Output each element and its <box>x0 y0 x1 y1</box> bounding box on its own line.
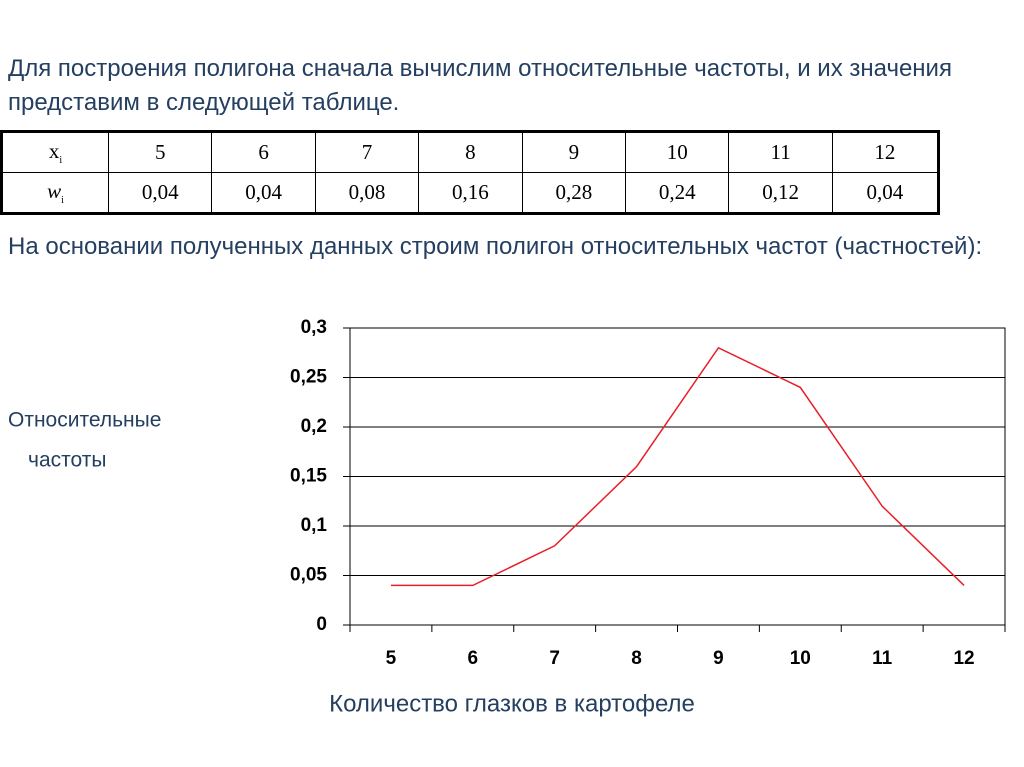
x-axis-label: Количество глазков в картофеле <box>329 690 695 717</box>
y-axis-label: Относительные <box>8 409 161 432</box>
symbol: w <box>47 178 62 203</box>
row-header: wi <box>1 172 109 214</box>
symbol: x <box>48 138 60 163</box>
y-tick-label: 0,1 <box>301 515 328 536</box>
subscript: i <box>61 195 64 207</box>
table-cell: 0,08 <box>314 172 420 214</box>
table-cell: 7 <box>314 131 420 173</box>
table-cell: 0,12 <box>728 172 833 214</box>
data-line <box>390 346 965 587</box>
table-cell: 10 <box>625 131 730 173</box>
table-cell: 0,04 <box>831 172 940 214</box>
y-tick-label: 0,2 <box>301 416 327 437</box>
x-tick-label: 6 <box>468 648 479 669</box>
y-axis-label: частоты <box>28 449 106 472</box>
x-tick-label: 7 <box>549 648 560 669</box>
x-tick-label: 5 <box>386 648 397 669</box>
x-tick-label: 8 <box>631 648 642 669</box>
table-cell: 8 <box>418 131 523 173</box>
y-tick-label: 0,25 <box>290 367 327 388</box>
table-cell: 11 <box>728 131 833 173</box>
row-header: xi <box>1 131 109 173</box>
paragraph: Для построения полигона сначала вычислим… <box>8 55 952 116</box>
table-cell: 9 <box>521 131 627 173</box>
table-cell: 0,04 <box>211 172 316 214</box>
frequency-table: xi 5 6 7 8 9 10 11 12 wi 0,04 0,04 0,08 0,16 0,28 0,24 0… <box>0 130 940 215</box>
table-cell: 0,04 <box>107 172 213 214</box>
table-row: wi 0,04 0,04 0,08 0,16 0,28 0,24 0,12 0,04 <box>1 172 940 214</box>
table-cell: 0,24 <box>625 172 730 214</box>
y-tick-label: 0 <box>316 614 327 635</box>
table-cell: 0,16 <box>418 172 523 214</box>
x-tick-label: 11 <box>872 648 893 669</box>
paragraph: На основании полученных данных строим по… <box>8 233 983 260</box>
subscript: i <box>59 155 63 167</box>
x-tick-label: 12 <box>953 648 974 669</box>
table-row: xi 5 6 7 8 9 10 11 12 <box>1 131 940 173</box>
table-cell: 12 <box>831 131 940 173</box>
y-tick-label: 0,3 <box>301 317 327 338</box>
y-tick-label: 0,15 <box>290 466 327 487</box>
x-tick-label: 9 <box>713 648 724 669</box>
y-tick-label: 0,05 <box>290 565 327 586</box>
x-tick-label: 10 <box>790 648 811 669</box>
table-cell: 0,28 <box>521 172 627 214</box>
